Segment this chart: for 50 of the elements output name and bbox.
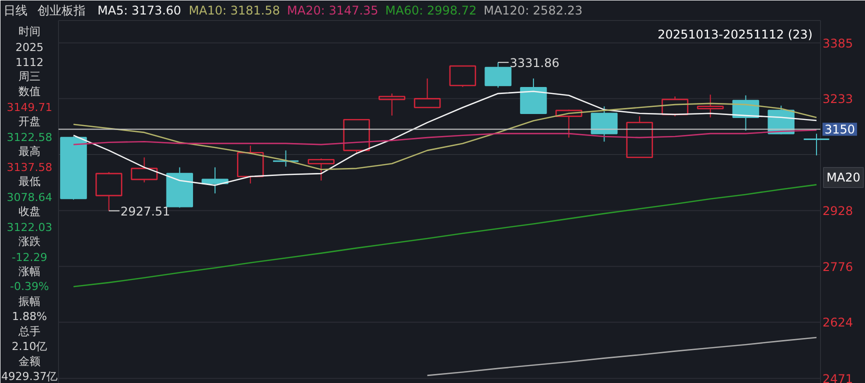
text: 2025: [16, 41, 44, 54]
line-series: [72, 129, 818, 146]
text: 最低: [18, 175, 40, 188]
text: 4929.37亿: [1, 370, 58, 383]
line-series: [72, 90, 818, 186]
text: 最高: [18, 145, 40, 158]
chart-subtitle: 日线: [4, 4, 28, 18]
text: MA20: [826, 170, 860, 184]
text: 收盘: [18, 205, 40, 218]
text: MA20: 3147.35: [287, 4, 378, 18]
y-tick-label: 2776: [822, 260, 854, 274]
candlestick: [803, 133, 830, 156]
text: MA120: 2582.23: [484, 4, 583, 18]
text: 总手: [18, 325, 40, 338]
text: 3078.64: [6, 191, 52, 204]
y-tick-label: 3385: [822, 36, 854, 50]
y-tick-label: 3233: [822, 92, 854, 106]
candlestick: [272, 150, 300, 168]
annotation: 3331.86: [510, 56, 560, 70]
text: 数值: [18, 85, 40, 98]
text: 2.10亿: [12, 340, 48, 353]
text: 周三: [18, 70, 40, 83]
line-series: [72, 102, 818, 170]
text: 1112: [16, 56, 44, 69]
text: 3137.58: [6, 161, 52, 174]
text: 1.88%: [12, 310, 47, 323]
text: 3122.58: [6, 131, 52, 144]
text: -12.29: [12, 251, 48, 264]
ref-line-label: 3150: [824, 122, 856, 137]
y-tick-label: 2624: [822, 316, 854, 330]
line-series: [72, 184, 818, 288]
y-tick-label: 2928: [822, 204, 854, 218]
text: -0.39%: [10, 280, 49, 293]
annotation: 20251013-20251112 (23): [658, 28, 813, 42]
line-series: [426, 336, 818, 376]
text: 金额: [18, 355, 40, 368]
text: 振幅: [18, 295, 40, 308]
annotation: 2927.51: [120, 204, 170, 218]
y-tick-label: 2471: [822, 372, 854, 383]
text: 涨幅: [18, 265, 40, 278]
text: MA5: 3173.60: [98, 4, 182, 18]
text: MA10: 3181.58: [188, 4, 280, 18]
text: 时间: [18, 25, 40, 38]
text: 3122.03: [6, 221, 52, 234]
text: 涨跌: [18, 235, 40, 248]
text: 开盘: [18, 115, 40, 128]
candlestick: [237, 145, 264, 184]
chart-title: 创业板指: [38, 4, 86, 18]
text: 3149.71: [6, 101, 52, 114]
text: MA60: 2998.72: [385, 4, 477, 18]
